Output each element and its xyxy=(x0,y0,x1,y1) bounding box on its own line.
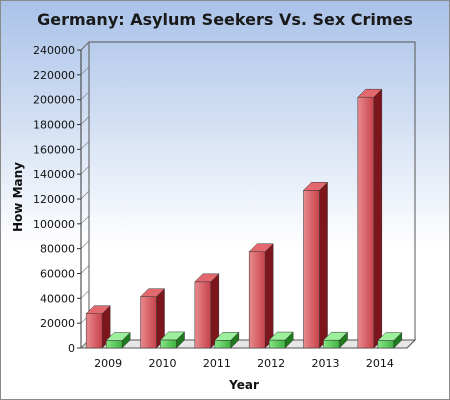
y-tick-label: 200000 xyxy=(33,94,75,107)
bar-side xyxy=(373,88,383,349)
bar-2014-series-1 xyxy=(357,96,375,349)
y-tick-label: 100000 xyxy=(33,218,75,231)
y-tick-label: 20000 xyxy=(40,317,75,330)
bar-top xyxy=(214,332,240,341)
y-tick-depth xyxy=(80,91,90,100)
bar-top xyxy=(159,331,186,341)
bar-top xyxy=(248,243,274,253)
y-tick-label: 120000 xyxy=(33,193,75,206)
y-tick-label: 40000 xyxy=(40,292,75,305)
y-tick-depth xyxy=(80,215,90,225)
bar-top xyxy=(268,331,294,341)
bar-2010-series-1 xyxy=(140,296,157,349)
bar-2013-series-2 xyxy=(323,339,340,349)
y-tick-depth xyxy=(80,190,90,200)
y-axis-label: How Many xyxy=(11,162,25,232)
x-tick-label: 2012 xyxy=(257,357,285,370)
y-tick-label: 60000 xyxy=(40,268,75,281)
x-axis-label: Year xyxy=(228,378,259,392)
x-tick-label: 2010 xyxy=(149,357,177,370)
bar-2009-series-1 xyxy=(85,313,103,349)
bar-top xyxy=(139,288,166,297)
y-tick-depth xyxy=(80,41,90,51)
x-tick-label: 2011 xyxy=(203,357,231,370)
y-tick-label: 240000 xyxy=(33,44,75,57)
x-tick-label: 2009 xyxy=(94,357,122,370)
bar-2010-series-2 xyxy=(160,339,177,349)
bar-2012-series-2 xyxy=(268,339,286,349)
y-tick-depth xyxy=(80,165,90,175)
bar-side xyxy=(319,181,328,349)
y-tick-depth xyxy=(80,265,90,274)
plot-area: 0 20000 40000 60000 80000 100000 120000 140000 1… xyxy=(33,41,417,370)
bar-top xyxy=(357,88,383,98)
x-tick-label: 2014 xyxy=(366,357,394,370)
y-tick-label: 160000 xyxy=(33,143,75,156)
chart-title: Germany: Asylum Seekers Vs. Sex Crimes xyxy=(37,10,413,29)
bar-2011-series-1 xyxy=(194,281,212,349)
bar-2012-series-1 xyxy=(248,251,266,349)
y-tick-label: 140000 xyxy=(33,168,75,181)
bar-2009-series-2 xyxy=(105,340,123,349)
y-tick-label: 80000 xyxy=(40,243,75,256)
bar-side xyxy=(210,273,220,349)
bar-top xyxy=(302,182,329,191)
bar-2013-series-1 xyxy=(303,190,320,349)
bar-top xyxy=(322,331,349,341)
y-tick-label: 180000 xyxy=(33,119,75,132)
bar-top xyxy=(105,332,131,341)
bar-top xyxy=(85,305,111,314)
bar-side xyxy=(264,243,274,349)
y-tick-depth xyxy=(80,116,90,125)
y-tick-label: 0 xyxy=(68,342,75,355)
y-tick-depth xyxy=(80,66,90,76)
y-tick-depth xyxy=(80,240,90,249)
bar-top xyxy=(377,332,403,341)
y-tick-label: 220000 xyxy=(33,69,75,82)
x-tick-label: 2013 xyxy=(312,357,340,370)
bar-top xyxy=(194,273,220,283)
bar-2014-series-2 xyxy=(377,340,395,349)
bar-2011-series-2 xyxy=(214,340,232,349)
y-tick-depth xyxy=(80,290,90,299)
y-tick-depth xyxy=(80,141,90,150)
